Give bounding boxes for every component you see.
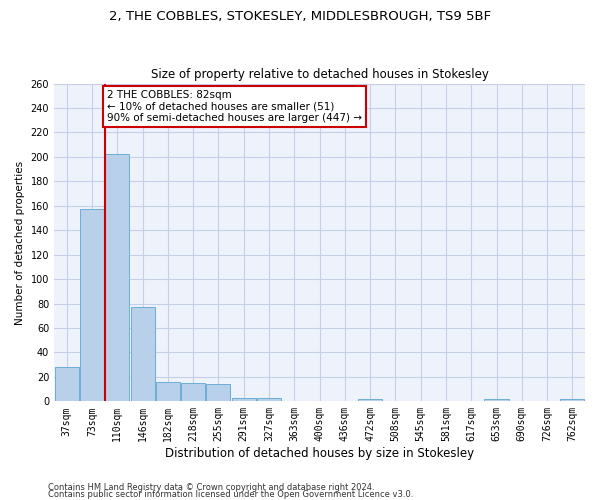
Text: Contains HM Land Registry data © Crown copyright and database right 2024.: Contains HM Land Registry data © Crown c… — [48, 484, 374, 492]
Bar — [232, 398, 256, 402]
Title: Size of property relative to detached houses in Stokesley: Size of property relative to detached ho… — [151, 68, 488, 81]
Bar — [80, 210, 104, 402]
Bar — [105, 154, 129, 402]
Bar — [358, 399, 382, 402]
Bar — [131, 307, 155, 402]
Text: 2, THE COBBLES, STOKESLEY, MIDDLESBROUGH, TS9 5BF: 2, THE COBBLES, STOKESLEY, MIDDLESBROUGH… — [109, 10, 491, 23]
Bar — [484, 399, 509, 402]
Y-axis label: Number of detached properties: Number of detached properties — [15, 160, 25, 324]
Bar — [156, 382, 180, 402]
Bar — [257, 398, 281, 402]
Bar — [181, 383, 205, 402]
Text: Contains public sector information licensed under the Open Government Licence v3: Contains public sector information licen… — [48, 490, 413, 499]
Bar — [55, 367, 79, 402]
X-axis label: Distribution of detached houses by size in Stokesley: Distribution of detached houses by size … — [165, 447, 474, 460]
Text: 2 THE COBBLES: 82sqm
← 10% of detached houses are smaller (51)
90% of semi-detac: 2 THE COBBLES: 82sqm ← 10% of detached h… — [107, 90, 362, 123]
Bar — [206, 384, 230, 402]
Bar — [560, 399, 584, 402]
